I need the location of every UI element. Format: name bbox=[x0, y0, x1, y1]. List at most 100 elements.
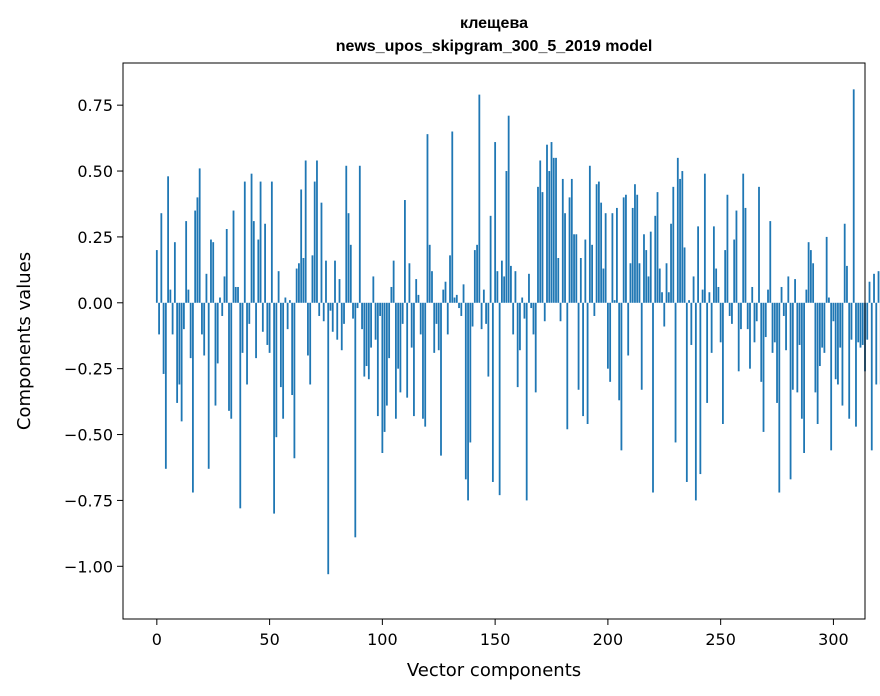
bar-component-147 bbox=[487, 302, 490, 377]
bar-component-34 bbox=[232, 210, 235, 303]
bar-component-300 bbox=[832, 302, 835, 322]
bar-component-127 bbox=[442, 289, 445, 303]
bar-component-216 bbox=[643, 234, 645, 303]
bar-component-318 bbox=[873, 273, 875, 303]
bar-component-214 bbox=[638, 263, 641, 303]
bar-component-149 bbox=[491, 302, 494, 482]
bar-component-97 bbox=[374, 302, 377, 340]
bar-component-273 bbox=[771, 302, 774, 353]
bar-component-107 bbox=[397, 302, 400, 369]
bar-component-316 bbox=[868, 281, 871, 303]
bar-component-118 bbox=[422, 302, 424, 419]
bar-component-138 bbox=[467, 302, 469, 501]
bar-component-67 bbox=[307, 302, 309, 356]
bar-component-290 bbox=[809, 250, 812, 303]
bar-component-87 bbox=[352, 302, 354, 319]
bar-component-251 bbox=[722, 302, 724, 424]
bar-component-302 bbox=[837, 302, 839, 385]
bar-component-280 bbox=[787, 276, 790, 303]
bar-component-123 bbox=[433, 302, 436, 353]
bar-component-86 bbox=[349, 244, 352, 303]
bar-component-24 bbox=[210, 239, 212, 303]
bar-component-233 bbox=[681, 171, 684, 303]
bar-component-261 bbox=[744, 207, 747, 303]
bar-component-292 bbox=[814, 302, 817, 393]
bar-component-235 bbox=[685, 302, 688, 482]
bar-component-16 bbox=[192, 302, 194, 493]
bar-component-244 bbox=[706, 302, 709, 403]
bar-component-112 bbox=[408, 263, 411, 303]
bar-component-76 bbox=[327, 302, 330, 575]
bar-component-220 bbox=[652, 302, 654, 493]
bar-component-159 bbox=[514, 271, 517, 303]
bar-component-148 bbox=[489, 215, 492, 303]
bar-component-143 bbox=[478, 94, 481, 303]
bar-component-10 bbox=[178, 302, 181, 385]
bar-component-234 bbox=[683, 247, 686, 303]
bar-component-187 bbox=[577, 302, 580, 390]
bar-component-13 bbox=[185, 221, 188, 303]
x-axis-ticks: 0 50 100 150 200 250 300 bbox=[152, 619, 849, 649]
bar-component-262 bbox=[746, 302, 749, 330]
bar-component-256 bbox=[733, 239, 736, 303]
bar-component-269 bbox=[762, 302, 765, 432]
bar-component-271 bbox=[767, 289, 769, 303]
bar-component-289 bbox=[807, 242, 810, 303]
bar-component-247 bbox=[712, 226, 715, 303]
bar-component-2 bbox=[160, 213, 163, 303]
bar-component-73 bbox=[320, 202, 323, 303]
bar-component-58 bbox=[286, 302, 289, 330]
bar-component-11 bbox=[180, 302, 183, 422]
bar-component-78 bbox=[331, 302, 334, 332]
bar-component-184 bbox=[570, 178, 573, 303]
bar-component-133 bbox=[455, 294, 458, 303]
bar-component-232 bbox=[679, 178, 681, 303]
bar-component-53 bbox=[275, 302, 278, 438]
bar-component-12 bbox=[182, 302, 185, 330]
bar-component-61 bbox=[293, 302, 296, 459]
bar-component-266 bbox=[755, 302, 758, 322]
bar-component-209 bbox=[627, 302, 630, 356]
bar-component-168 bbox=[534, 302, 537, 393]
bar-component-310 bbox=[855, 302, 857, 427]
bar-component-109 bbox=[401, 302, 404, 324]
bar-component-128 bbox=[444, 281, 447, 303]
bar-component-23 bbox=[207, 302, 210, 469]
bar-component-113 bbox=[410, 302, 413, 348]
bar-component-201 bbox=[609, 302, 612, 382]
y-tick-label: 0.00 bbox=[77, 294, 113, 313]
bar-component-85 bbox=[347, 213, 350, 303]
bar-component-137 bbox=[464, 302, 467, 480]
bar-component-82 bbox=[340, 302, 343, 351]
bar-component-121 bbox=[428, 244, 431, 303]
bar-component-171 bbox=[541, 192, 544, 303]
bar-component-258 bbox=[737, 302, 740, 372]
bar-component-225 bbox=[663, 302, 666, 327]
bar-component-49 bbox=[266, 302, 269, 345]
bar-component-29 bbox=[221, 302, 224, 316]
bar-component-210 bbox=[629, 263, 632, 303]
bar-component-15 bbox=[189, 302, 192, 359]
bar-component-167 bbox=[532, 302, 535, 335]
bar-component-230 bbox=[674, 302, 677, 443]
bar-component-145 bbox=[482, 289, 485, 303]
bar-component-291 bbox=[812, 263, 815, 303]
bar-component-26 bbox=[214, 302, 217, 406]
bar-component-180 bbox=[561, 178, 564, 303]
bar-component-25 bbox=[212, 242, 215, 303]
bar-component-71 bbox=[316, 160, 318, 303]
bar-component-200 bbox=[606, 302, 609, 369]
bar-component-165 bbox=[528, 273, 530, 303]
bar-component-124 bbox=[435, 302, 438, 324]
bar-component-173 bbox=[546, 144, 548, 303]
bar-component-237 bbox=[690, 302, 693, 345]
bar-component-60 bbox=[291, 302, 294, 396]
bar-component-8 bbox=[173, 242, 176, 303]
bar-component-132 bbox=[453, 297, 456, 303]
bar-component-158 bbox=[512, 302, 515, 335]
bar-component-242 bbox=[701, 289, 704, 303]
bar-component-17 bbox=[194, 210, 197, 303]
bar-component-189 bbox=[582, 302, 584, 417]
x-tick-label: 50 bbox=[259, 630, 279, 649]
bar-component-236 bbox=[688, 300, 690, 303]
